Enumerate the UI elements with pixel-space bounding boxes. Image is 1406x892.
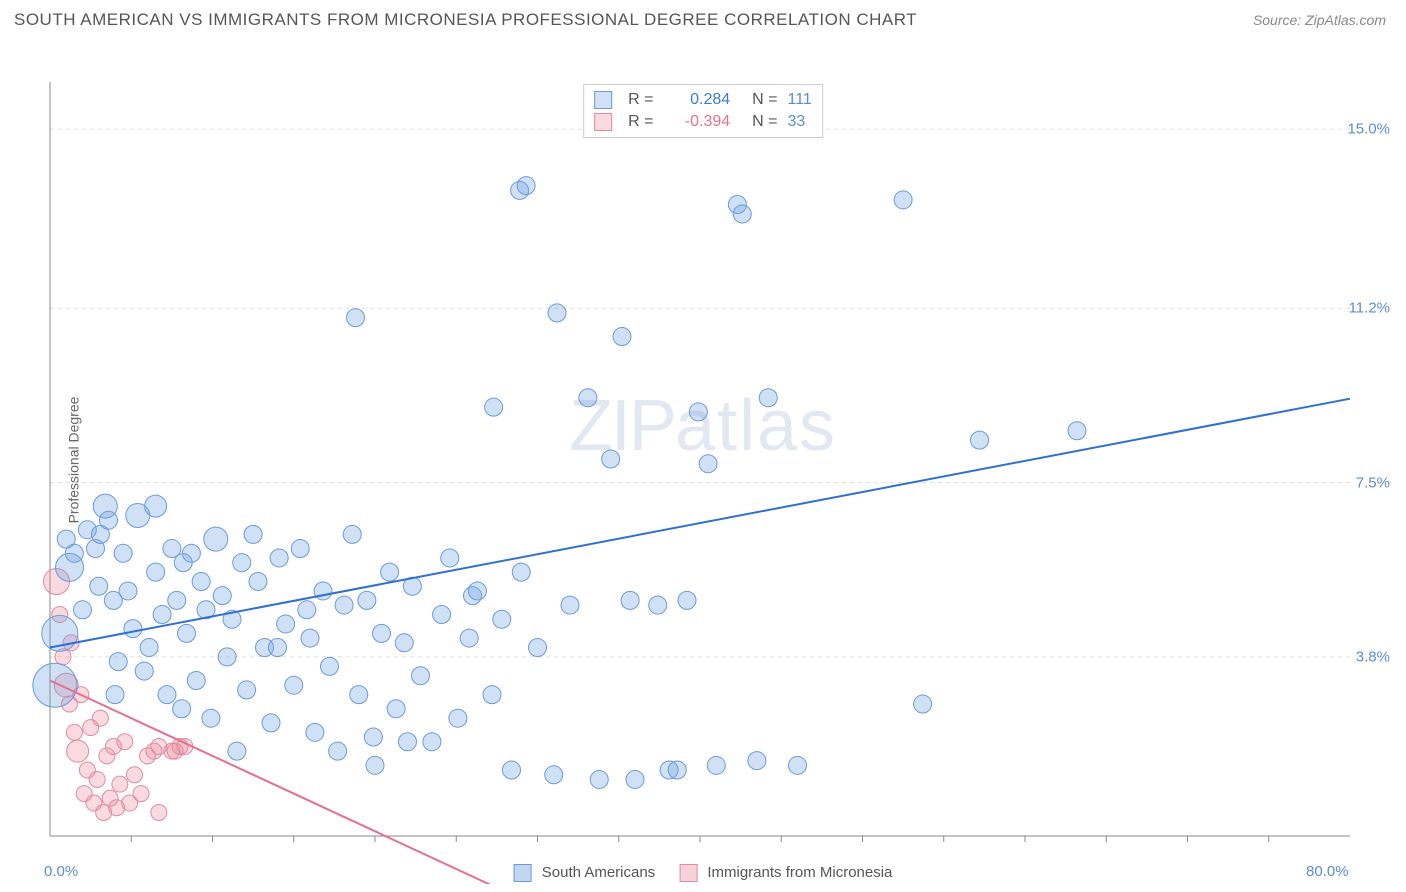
chart-area: Professional Degree R = 0.284 N = 111 R … <box>0 36 1406 884</box>
title-bar: SOUTH AMERICAN VS IMMIGRANTS FROM MICRON… <box>0 0 1406 36</box>
n-label: N = <box>752 91 777 109</box>
legend-item-b: Immigrants from Micronesia <box>679 864 892 882</box>
legend-row-series-a: R = 0.284 N = 111 <box>594 89 812 111</box>
y-tick-label: 15.0% <box>1347 121 1390 138</box>
x-tick-min: 0.0% <box>44 863 78 880</box>
chart-title: SOUTH AMERICAN VS IMMIGRANTS FROM MICRON… <box>14 10 917 30</box>
y-axis-label: Professional Degree <box>65 397 81 524</box>
legend-item-a: South Americans <box>514 864 656 882</box>
scatter-plot-svg <box>0 36 1406 884</box>
r-value-b: -0.394 <box>666 113 730 131</box>
legend-swatch-a-icon <box>514 864 532 882</box>
r-label: R = <box>628 91 656 109</box>
y-tick-label: 7.5% <box>1356 474 1390 491</box>
n-label: N = <box>752 113 777 131</box>
n-value-b: 33 <box>788 113 806 131</box>
legend-swatch-a <box>594 91 612 109</box>
correlation-legend: R = 0.284 N = 111 R = -0.394 N = 33 <box>583 84 823 138</box>
n-value-a: 111 <box>788 91 812 109</box>
legend-swatch-b <box>594 113 612 131</box>
legend-label-b: Immigrants from Micronesia <box>707 864 892 881</box>
legend-row-series-b: R = -0.394 N = 33 <box>594 111 812 133</box>
series-legend: South Americans Immigrants from Micrones… <box>514 864 893 882</box>
legend-swatch-b-icon <box>679 864 697 882</box>
y-tick-label: 3.8% <box>1356 648 1390 665</box>
y-tick-label: 11.2% <box>1349 300 1390 317</box>
r-label: R = <box>628 113 656 131</box>
legend-label-a: South Americans <box>542 864 655 881</box>
r-value-a: 0.284 <box>666 91 730 109</box>
source-label: Source: ZipAtlas.com <box>1253 12 1386 28</box>
x-tick-max: 80.0% <box>1306 863 1349 880</box>
